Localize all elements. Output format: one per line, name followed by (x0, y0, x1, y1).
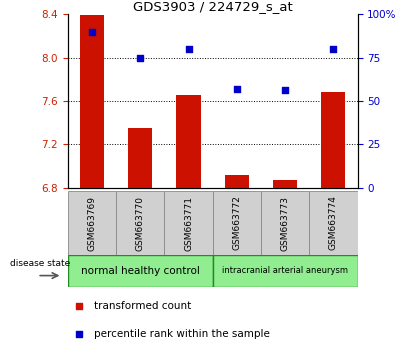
Point (233, 86, 240, 92)
Text: intracranial arterial aneurysm: intracranial arterial aneurysm (222, 266, 348, 275)
Bar (261, 191, 309, 255)
Text: GSM663774: GSM663774 (329, 195, 338, 251)
Point (185, 46, 192, 52)
Text: GSM663771: GSM663771 (184, 195, 193, 251)
Text: GSM663772: GSM663772 (232, 195, 241, 251)
Bar (128, 128, 152, 188)
Bar (225, 175, 249, 188)
Bar (213, 191, 261, 255)
Bar (309, 191, 358, 255)
Point (330, 46, 337, 52)
Point (76, 331, 83, 337)
Text: normal healthy control: normal healthy control (81, 266, 200, 276)
Text: percentile rank within the sample: percentile rank within the sample (94, 329, 270, 339)
Bar (273, 180, 297, 188)
Text: GSM663770: GSM663770 (136, 195, 145, 251)
Point (137, 55, 143, 60)
Bar (321, 92, 346, 188)
Point (76, 303, 83, 308)
Bar (68, 191, 116, 255)
Text: transformed count: transformed count (94, 301, 191, 310)
Bar (116, 191, 164, 255)
Bar (176, 96, 201, 188)
Bar (68, 255, 213, 287)
Bar (164, 191, 213, 255)
Title: GDS3903 / 224729_s_at: GDS3903 / 224729_s_at (133, 0, 293, 13)
Bar (213, 255, 358, 287)
Bar (80, 15, 104, 188)
Text: GSM663773: GSM663773 (281, 195, 290, 251)
Text: GSM663769: GSM663769 (88, 195, 97, 251)
Point (282, 88, 289, 93)
Point (89, 29, 95, 34)
Text: disease state: disease state (10, 259, 70, 268)
